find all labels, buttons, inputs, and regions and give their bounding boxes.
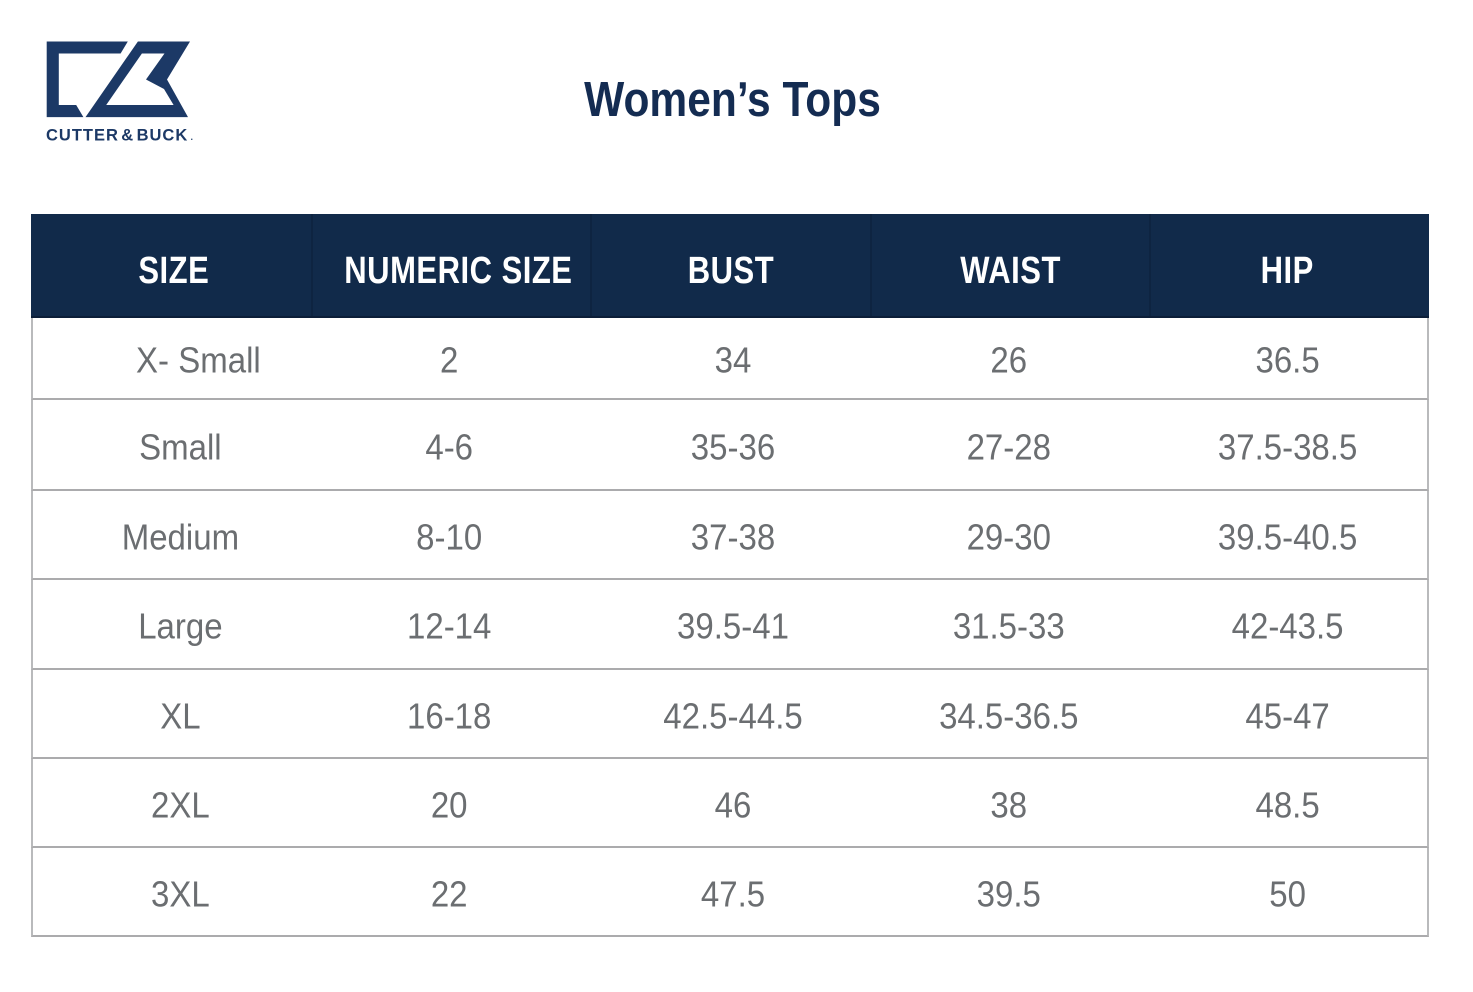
svg-text:.: . xyxy=(191,132,194,142)
svg-text:CUTTER & BUCK: CUTTER & BUCK xyxy=(46,127,188,145)
